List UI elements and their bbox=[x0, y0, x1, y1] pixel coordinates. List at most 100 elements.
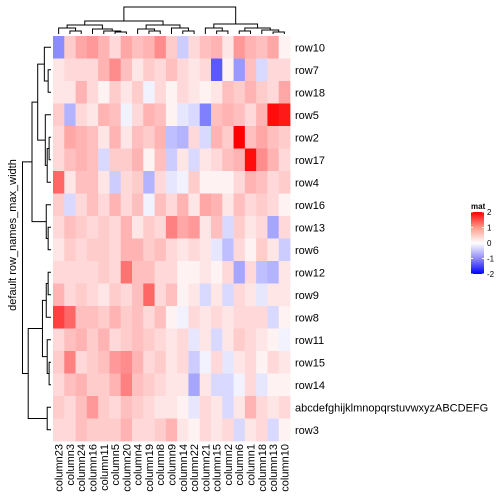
heatmap-cell bbox=[233, 36, 246, 59]
heatmap-cell bbox=[278, 306, 291, 329]
row-label: abcdefghijklmnopqrstuvwxyzABCDEFG bbox=[295, 402, 488, 414]
heatmap-cell bbox=[109, 328, 122, 352]
heatmap-cell bbox=[278, 396, 291, 419]
heatmap-cell bbox=[86, 171, 99, 194]
heatmap-cell bbox=[222, 81, 234, 104]
heatmap-cell bbox=[154, 58, 167, 82]
heatmap-cell bbox=[109, 418, 122, 442]
heatmap-cell bbox=[165, 36, 178, 59]
heatmap-cell bbox=[233, 193, 246, 217]
heatmap-cell bbox=[222, 216, 234, 239]
heatmap-cell bbox=[165, 396, 178, 419]
heatmap-cell bbox=[177, 36, 189, 59]
heatmap-cell bbox=[154, 103, 167, 127]
heatmap-cell bbox=[154, 328, 167, 352]
heatmap-cell bbox=[86, 238, 99, 262]
heatmap-cell bbox=[267, 418, 280, 442]
column-label: column20 bbox=[121, 444, 133, 492]
heatmap-cell bbox=[233, 418, 246, 442]
row-labels: row10 row7 row18 row5 row2 row17 row4 row16 row1… bbox=[295, 42, 488, 437]
heatmap-cell bbox=[233, 328, 246, 352]
heatmap-cell bbox=[177, 171, 189, 194]
heatmap-cell bbox=[143, 103, 155, 127]
heatmap-cell bbox=[109, 126, 122, 149]
heatmap-cells bbox=[53, 36, 291, 442]
heatmap-cell bbox=[109, 36, 122, 59]
heatmap-cell bbox=[165, 81, 178, 104]
heatmap-cell bbox=[278, 126, 291, 149]
heatmap-cell bbox=[222, 36, 234, 59]
heatmap-cell bbox=[109, 373, 122, 397]
heatmap-cell bbox=[120, 81, 133, 104]
heatmap-cell bbox=[132, 103, 144, 127]
column-label: column11 bbox=[99, 444, 111, 491]
heatmap-cell bbox=[199, 126, 212, 149]
heatmap-cell bbox=[256, 328, 268, 352]
heatmap-cell bbox=[211, 261, 223, 284]
heatmap-cell bbox=[244, 58, 257, 82]
heatmap-cell bbox=[256, 36, 268, 59]
heatmap-cell bbox=[199, 193, 212, 217]
heatmap-cell bbox=[165, 126, 178, 149]
row-label: row5 bbox=[295, 110, 319, 122]
heatmap-cell bbox=[199, 171, 212, 194]
heatmap-cell bbox=[120, 283, 133, 307]
heatmap-cell bbox=[233, 396, 246, 419]
heatmap-cell bbox=[278, 216, 291, 239]
heatmap-cell bbox=[86, 103, 99, 127]
heatmap-cell bbox=[120, 396, 133, 419]
heatmap-cell bbox=[267, 216, 280, 239]
heatmap-cell bbox=[244, 373, 257, 397]
heatmap-cell bbox=[154, 148, 167, 172]
heatmap-cell bbox=[244, 36, 257, 59]
heatmap-cell bbox=[233, 283, 246, 307]
row-label: row8 bbox=[295, 312, 319, 324]
column-label: column21 bbox=[200, 444, 212, 492]
heatmap-cell bbox=[86, 216, 99, 239]
heatmap-cell bbox=[98, 36, 110, 59]
heatmap-cell bbox=[53, 216, 65, 239]
heatmap-cell bbox=[165, 283, 178, 307]
heatmap-cell bbox=[86, 126, 99, 149]
heatmap-cell bbox=[75, 373, 88, 397]
heatmap-cell bbox=[165, 328, 178, 352]
column-label: column13 bbox=[268, 444, 280, 492]
heatmap-cell bbox=[75, 193, 88, 217]
row-label: row18 bbox=[295, 87, 325, 99]
heatmap-cell bbox=[154, 396, 167, 419]
heatmap-cell bbox=[98, 81, 110, 104]
heatmap-cell bbox=[86, 148, 99, 172]
heatmap-cell bbox=[132, 81, 144, 104]
heatmap-cell bbox=[86, 36, 99, 59]
heatmap-cell bbox=[154, 306, 167, 329]
heatmap-cell bbox=[53, 238, 65, 262]
heatmap-cell bbox=[120, 418, 133, 442]
heatmap-cell bbox=[199, 373, 212, 397]
heatmap-cell bbox=[244, 396, 257, 419]
heatmap-cell bbox=[120, 148, 133, 172]
column-dendrogram bbox=[58, 6, 285, 34]
heatmap-cell bbox=[222, 373, 234, 397]
heatmap-cell bbox=[154, 351, 167, 374]
heatmap-cell bbox=[132, 261, 144, 284]
heatmap-cell bbox=[132, 238, 144, 262]
row-label: row15 bbox=[295, 357, 325, 369]
heatmap-cell bbox=[177, 328, 189, 352]
heatmap-cell bbox=[154, 373, 167, 397]
heatmap-cell bbox=[177, 351, 189, 374]
heatmap-cell bbox=[109, 103, 122, 127]
heatmap-cell bbox=[64, 193, 76, 217]
column-label: column18 bbox=[257, 444, 269, 492]
heatmap-cell bbox=[211, 351, 223, 374]
heatmap-cell bbox=[211, 103, 223, 127]
heatmap-cell bbox=[64, 58, 76, 82]
heatmap-cell bbox=[98, 283, 110, 307]
heatmap-cell bbox=[53, 306, 65, 329]
heatmap-cell bbox=[244, 418, 257, 442]
heatmap-cell bbox=[132, 126, 144, 149]
heatmap-cell bbox=[143, 148, 155, 172]
heatmap-cell bbox=[98, 148, 110, 172]
heatmap-cell bbox=[267, 148, 280, 172]
heatmap-cell bbox=[188, 36, 201, 59]
heatmap-cell bbox=[64, 328, 76, 352]
